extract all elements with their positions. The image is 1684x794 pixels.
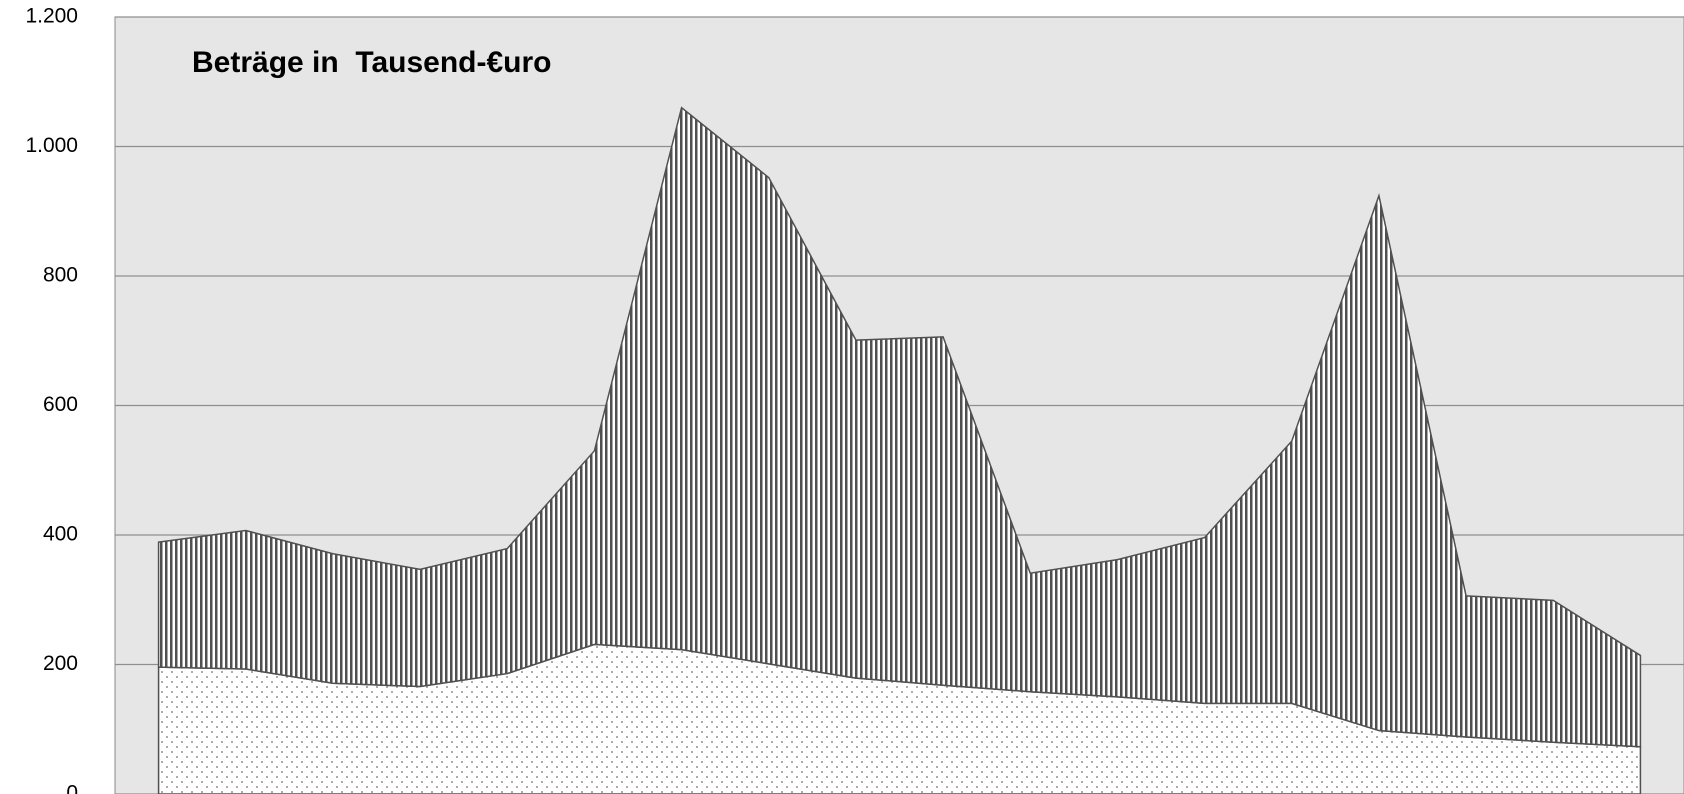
y-tick-label: 800 [43, 264, 78, 287]
y-tick-label: 1.200 [25, 5, 78, 28]
chart-title: Beträge in Tausend-€uro [192, 46, 552, 79]
y-tick-label: 0 [66, 782, 78, 794]
y-tick-label: 400 [43, 523, 78, 546]
y-tick-label: 600 [43, 393, 78, 416]
y-tick-label: 200 [43, 652, 78, 675]
area [157, 106, 1642, 748]
y-tick-label: 1.000 [25, 134, 78, 157]
